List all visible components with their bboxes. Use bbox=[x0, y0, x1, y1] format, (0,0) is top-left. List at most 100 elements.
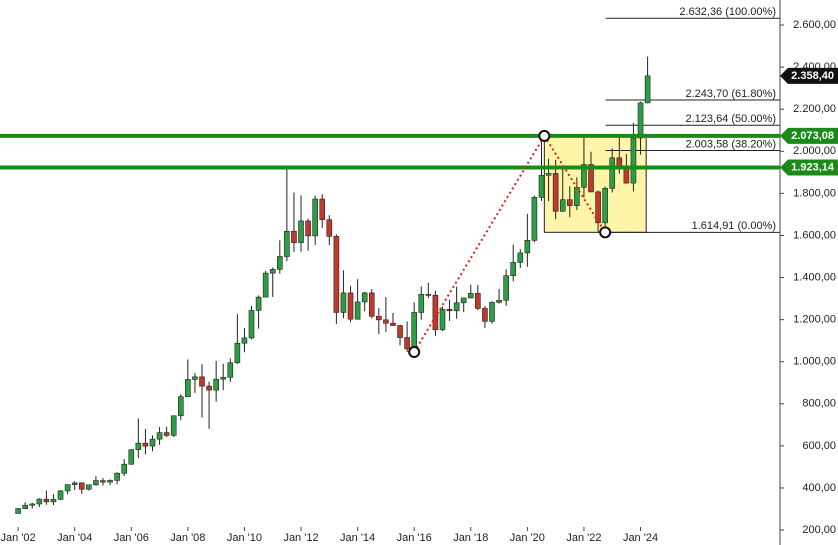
candle-body bbox=[609, 157, 616, 189]
candle-body bbox=[284, 230, 290, 257]
candle-body bbox=[312, 198, 318, 237]
candle-body bbox=[383, 319, 389, 324]
candle-body bbox=[262, 272, 269, 298]
candle-body bbox=[361, 292, 368, 303]
candle-body bbox=[241, 337, 248, 344]
candle-body bbox=[319, 198, 326, 220]
candle-body bbox=[206, 385, 212, 391]
fib-label: 2.003,58 (38.20%) bbox=[685, 138, 776, 150]
candle-body bbox=[36, 498, 43, 505]
candle-body bbox=[581, 164, 587, 188]
candle-body bbox=[277, 256, 283, 270]
level-tag bbox=[780, 127, 838, 144]
candle-body bbox=[291, 230, 297, 243]
candle-body bbox=[100, 480, 106, 483]
fib-label: 2.243,70 (61.80%) bbox=[685, 88, 776, 100]
candle-body bbox=[623, 168, 630, 184]
candle-body bbox=[588, 164, 594, 193]
candle-body bbox=[57, 490, 64, 500]
candle-body bbox=[135, 442, 142, 450]
candle-body bbox=[524, 240, 531, 254]
price-label: 2.358,40 bbox=[791, 70, 834, 82]
y-tick-label: 2.200,00 bbox=[793, 103, 836, 115]
candle-body bbox=[460, 297, 467, 304]
x-tick-label: Jan '08 bbox=[170, 532, 205, 544]
pivot-point bbox=[408, 346, 421, 359]
candle-body bbox=[199, 376, 205, 387]
candle-body bbox=[248, 310, 255, 339]
candle-body bbox=[43, 498, 50, 503]
x-tick-label: Jan '04 bbox=[57, 532, 92, 544]
candle-body bbox=[142, 442, 149, 447]
candle-body bbox=[22, 504, 28, 509]
pivot-connector bbox=[543, 135, 607, 233]
candle-body bbox=[559, 199, 566, 212]
candle-body bbox=[566, 199, 573, 206]
candle-body bbox=[453, 302, 460, 312]
candle-body bbox=[29, 503, 36, 506]
x-tick-label: Jan '06 bbox=[114, 532, 149, 544]
y-tick-label: 600,00 bbox=[802, 440, 836, 452]
candle-body bbox=[220, 376, 227, 380]
candle-body bbox=[390, 322, 396, 326]
candle-body bbox=[510, 262, 517, 276]
y-tick-label: 2.600,00 bbox=[793, 19, 836, 31]
candle-body bbox=[149, 438, 156, 447]
y-tick-label: 1.400,00 bbox=[793, 271, 836, 283]
fib-label: 2.123,64 (50.00%) bbox=[685, 113, 776, 125]
x-tick-label: Jan '20 bbox=[510, 532, 545, 544]
candle-body bbox=[340, 292, 347, 313]
pivot-point bbox=[538, 129, 551, 142]
candle-body bbox=[425, 294, 432, 296]
candle-body bbox=[163, 432, 170, 436]
pivot-connector bbox=[413, 135, 546, 353]
candle-body bbox=[269, 269, 276, 274]
candle-body bbox=[255, 296, 262, 311]
y-tick-label: 800,00 bbox=[802, 398, 836, 410]
y-tick-label: 2.000,00 bbox=[793, 145, 836, 157]
candle-body bbox=[574, 186, 580, 206]
candle-body bbox=[177, 396, 184, 417]
x-tick-label: Jan '10 bbox=[227, 532, 262, 544]
candle-body bbox=[411, 312, 417, 350]
candle-body bbox=[538, 174, 545, 198]
candle-body bbox=[439, 309, 446, 331]
candle-body bbox=[326, 219, 333, 237]
fib-label: 1.614,91 (0.00%) bbox=[692, 220, 776, 232]
candle-body bbox=[418, 294, 425, 313]
candle-body bbox=[489, 302, 495, 322]
candle-body bbox=[354, 301, 361, 320]
x-tick-label: Jan '14 bbox=[340, 532, 375, 544]
candle-body bbox=[446, 309, 453, 312]
candle-body bbox=[213, 378, 219, 391]
level-label: 1.923,14 bbox=[791, 161, 835, 173]
candle-body bbox=[637, 102, 644, 139]
candle-body bbox=[305, 220, 311, 237]
candle-body bbox=[333, 236, 340, 313]
candle-body bbox=[644, 75, 651, 104]
y-tick-label: 400,00 bbox=[802, 482, 836, 494]
candle-body bbox=[595, 191, 601, 224]
candle-body bbox=[517, 252, 524, 263]
y-tick-label: 1.200,00 bbox=[793, 314, 836, 326]
price-tag bbox=[780, 67, 838, 84]
candle-body bbox=[376, 315, 382, 321]
candle-body bbox=[15, 508, 21, 514]
candle-body bbox=[107, 480, 113, 483]
candle-body bbox=[467, 293, 474, 299]
level-tag bbox=[780, 159, 838, 176]
candle-body bbox=[496, 299, 502, 303]
y-tick-label: 1.000,00 bbox=[793, 356, 836, 368]
candle-body bbox=[192, 376, 198, 380]
candle-body bbox=[397, 325, 403, 338]
candle-body bbox=[531, 197, 538, 241]
candle-body bbox=[128, 449, 135, 465]
x-tick-label: Jan '18 bbox=[453, 532, 488, 544]
x-tick-label: Jan '02 bbox=[1, 532, 36, 544]
candle-body bbox=[482, 308, 488, 322]
candle-body bbox=[503, 275, 509, 301]
candle-body bbox=[170, 415, 177, 436]
x-tick-label: Jan '24 bbox=[623, 532, 658, 544]
